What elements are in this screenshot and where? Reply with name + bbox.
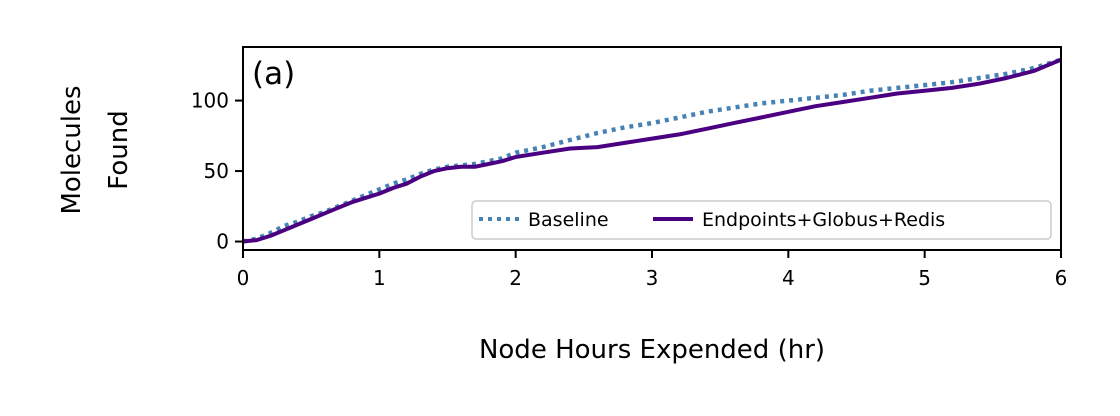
y-axis-label-line-1: Molecules xyxy=(57,85,87,214)
legend: Baseline Endpoints+Globus+Redis xyxy=(471,200,1052,240)
x-tick-label: 0 xyxy=(237,266,250,290)
axes: 0 1 2 3 4 5 6 0 50 100 xyxy=(191,89,1068,290)
y-tick-label: 50 xyxy=(204,159,229,183)
x-tick-label: 6 xyxy=(1055,266,1068,290)
x-axis-label: Node Hours Expended (hr) xyxy=(479,335,825,365)
legend-box xyxy=(471,200,1052,240)
series-line-baseline xyxy=(242,57,1062,244)
legend-label-endpoints: Endpoints+Globus+Redis xyxy=(702,209,945,231)
x-tick-label: 5 xyxy=(918,266,931,290)
y-tick-label: 0 xyxy=(216,230,229,254)
x-tick-label: 4 xyxy=(782,266,795,290)
plot-area xyxy=(242,57,1062,244)
y-tick-label: 100 xyxy=(191,89,229,113)
panel-label: (a) xyxy=(252,56,295,92)
x-tick-label: 3 xyxy=(646,266,659,290)
x-tick-label: 1 xyxy=(373,266,386,290)
x-tick-label: 2 xyxy=(509,266,522,290)
plot-frame xyxy=(242,46,1062,251)
y-axis-label-line-2: Found xyxy=(104,110,134,189)
series-line-endpoints-globus-redis xyxy=(242,57,1062,244)
legend-label-baseline: Baseline xyxy=(528,209,609,231)
